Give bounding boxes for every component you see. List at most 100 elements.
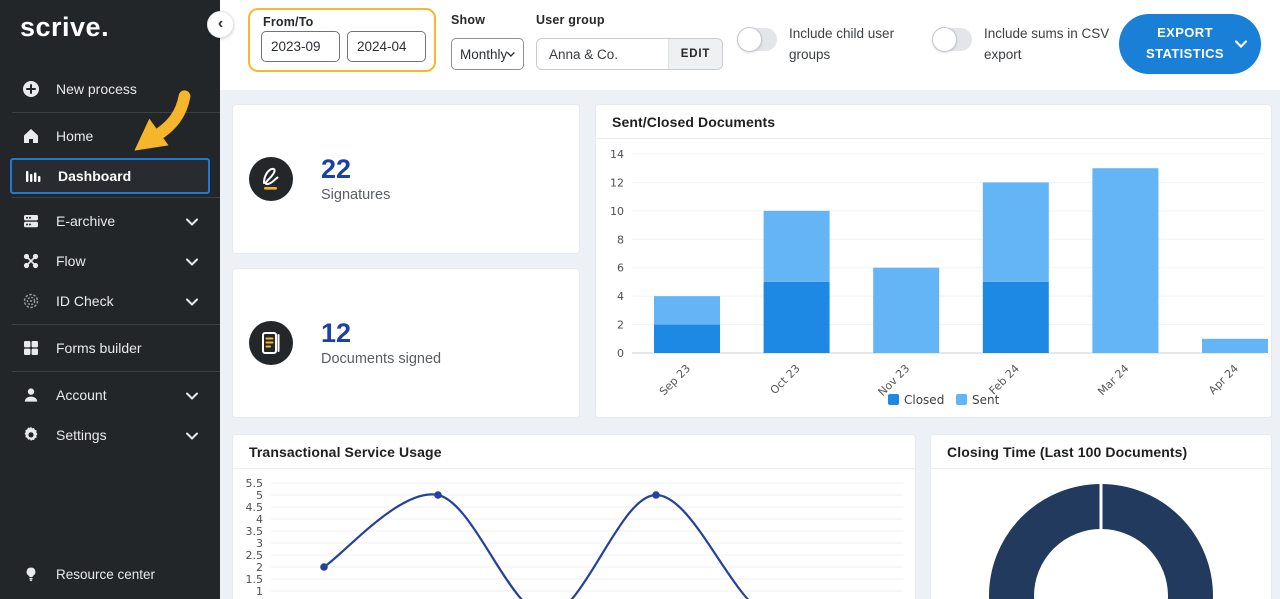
svg-text:Apr 24: Apr 24 bbox=[1206, 362, 1241, 397]
sidebar-item-label: Settings bbox=[56, 427, 107, 443]
svg-text:1.5: 1.5 bbox=[246, 573, 264, 586]
show-select[interactable]: Monthly bbox=[451, 38, 524, 70]
svg-text:4: 4 bbox=[256, 513, 263, 526]
show-group: Show Monthly bbox=[451, 11, 524, 70]
include-child-groups-toggle[interactable] bbox=[737, 27, 777, 52]
divider bbox=[12, 371, 220, 372]
sidebar-item-home[interactable]: Home bbox=[0, 116, 220, 156]
sidebar-nav: New process Home Dashboard E-archive bbox=[0, 69, 220, 455]
sidebar-item-label: Account bbox=[56, 387, 107, 403]
include-sums-csv-label: Include sums in CSV export bbox=[984, 26, 1110, 62]
export-statistics-label: EXPORT STATISTICS bbox=[1146, 25, 1224, 61]
resource-center-label: Resource center bbox=[56, 566, 156, 582]
sidebar-item-label: ID Check bbox=[56, 293, 114, 309]
svg-text:Mar 24: Mar 24 bbox=[1095, 362, 1131, 398]
fromto-label: From/To bbox=[263, 15, 314, 29]
home-icon bbox=[22, 127, 40, 145]
sidebar-item-forms-builder[interactable]: Forms builder bbox=[0, 328, 220, 368]
plus-circle-icon bbox=[22, 80, 40, 98]
chevron-down-icon bbox=[507, 51, 515, 57]
include-sums-csv-control: Include sums in CSV export bbox=[932, 24, 1122, 66]
show-select-value: Monthly bbox=[460, 46, 508, 62]
signatures-count: 22 bbox=[321, 153, 352, 184]
include-sums-csv-toggle[interactable] bbox=[932, 27, 972, 52]
sidebar-item-account[interactable]: Account bbox=[0, 375, 220, 415]
svg-text:Sep 23: Sep 23 bbox=[657, 362, 693, 398]
transactional-usage-line-chart: 5.554.543.532.521.510.5 bbox=[246, 477, 903, 599]
export-statistics-button[interactable]: EXPORT STATISTICS bbox=[1119, 14, 1261, 74]
sidebar-item-id-check[interactable]: ID Check bbox=[0, 281, 220, 321]
document-icon bbox=[249, 321, 293, 365]
sidebar-item-label: New process bbox=[56, 81, 137, 97]
edit-user-group-button[interactable]: EDIT bbox=[668, 39, 722, 69]
chevron-down-icon bbox=[186, 213, 198, 229]
sidebar-item-label: Home bbox=[56, 128, 94, 144]
svg-text:4: 4 bbox=[617, 290, 624, 303]
lightbulb-icon bbox=[22, 565, 40, 583]
sidebar-item-label: Forms builder bbox=[56, 340, 142, 356]
sidebar-collapse-button[interactable]: ‹ bbox=[207, 11, 234, 38]
closing-time-card: Closing Time (Last 100 Documents) bbox=[930, 434, 1272, 599]
svg-text:2: 2 bbox=[617, 319, 624, 332]
flow-icon bbox=[22, 252, 40, 270]
documents-signed-stat-card: 12 Documents signed bbox=[232, 268, 580, 418]
show-label: Show bbox=[451, 13, 486, 27]
closing-time-donut-chart bbox=[989, 482, 1213, 599]
bar-chart-title: Sent/Closed Documents bbox=[596, 105, 1271, 139]
svg-text:14: 14 bbox=[610, 148, 624, 161]
svg-text:5.5: 5.5 bbox=[246, 477, 264, 490]
donut-chart-title: Closing Time (Last 100 Documents) bbox=[931, 435, 1271, 469]
fromto-group: From/To bbox=[248, 8, 436, 72]
dashboard-content: 22 Signatures 12 Documents signed Sent/C… bbox=[220, 90, 1280, 599]
chevron-down-icon bbox=[186, 387, 198, 403]
svg-text:4.5: 4.5 bbox=[246, 501, 264, 514]
grid-icon bbox=[22, 339, 40, 357]
toggle-knob bbox=[737, 27, 762, 52]
svg-text:3: 3 bbox=[256, 537, 263, 550]
svg-text:Feb 24: Feb 24 bbox=[987, 362, 1022, 397]
divider bbox=[12, 112, 220, 113]
resource-center: Resource center bbox=[0, 557, 220, 591]
svg-text:Oct 23: Oct 23 bbox=[768, 362, 803, 397]
documents-signed-count: 12 bbox=[321, 317, 352, 348]
sidebar-item-dashboard[interactable]: Dashboard bbox=[10, 158, 210, 194]
svg-text:5: 5 bbox=[256, 489, 263, 502]
svg-text:6: 6 bbox=[617, 262, 624, 275]
svg-text:12: 12 bbox=[610, 176, 624, 189]
annotation-arrow bbox=[128, 90, 192, 163]
toggle-knob bbox=[932, 27, 957, 52]
bar-chart-icon bbox=[24, 167, 42, 185]
scrive-logo: scrive. bbox=[20, 12, 110, 42]
sidebar-item-resource-center[interactable]: Resource center bbox=[0, 557, 220, 591]
sidebar-item-e-archive[interactable]: E-archive bbox=[0, 201, 220, 241]
svg-text:Closed: Closed bbox=[904, 393, 944, 407]
from-date-input[interactable] bbox=[261, 31, 340, 62]
user-group-field: Anna & Co. EDIT bbox=[536, 38, 723, 70]
sent-closed-documents-card: Sent/Closed Documents 0 2 4 6 8 10 12 14 Sep 23 O… bbox=[595, 104, 1272, 418]
sidebar-item-settings[interactable]: Settings bbox=[0, 415, 220, 455]
gear-icon bbox=[22, 426, 40, 444]
chevron-down-icon bbox=[1235, 40, 1247, 48]
user-group-value: Anna & Co. bbox=[549, 46, 619, 62]
divider bbox=[12, 197, 220, 198]
svg-text:0: 0 bbox=[617, 347, 624, 360]
sidebar-item-label: Dashboard bbox=[58, 168, 132, 184]
archive-icon bbox=[22, 212, 40, 230]
transactional-usage-card: Transactional Service Usage 5.5 5 4.5 4 3.5 3… bbox=[232, 434, 916, 599]
include-child-groups-control: Include child user groups bbox=[737, 24, 927, 66]
documents-signed-label: Documents signed bbox=[321, 351, 442, 368]
sidebar-item-flow[interactable]: Flow bbox=[0, 241, 220, 281]
filter-toolbar: From/To Show Monthly User group Anna & C… bbox=[220, 0, 1280, 90]
svg-text:0.5: 0.5 bbox=[246, 597, 264, 599]
signatures-label: Signatures bbox=[321, 187, 391, 204]
fingerprint-icon bbox=[22, 292, 40, 310]
svg-text:8: 8 bbox=[617, 233, 624, 246]
sidebar-item-new-process[interactable]: New process bbox=[0, 69, 220, 109]
svg-text:1: 1 bbox=[256, 585, 263, 598]
sidebar-item-label: E-archive bbox=[56, 213, 116, 229]
svg-text:10: 10 bbox=[610, 205, 624, 218]
signatures-stat-card: 22 Signatures bbox=[232, 104, 580, 254]
to-date-input[interactable] bbox=[347, 31, 426, 62]
include-child-groups-label: Include child user groups bbox=[789, 26, 895, 62]
